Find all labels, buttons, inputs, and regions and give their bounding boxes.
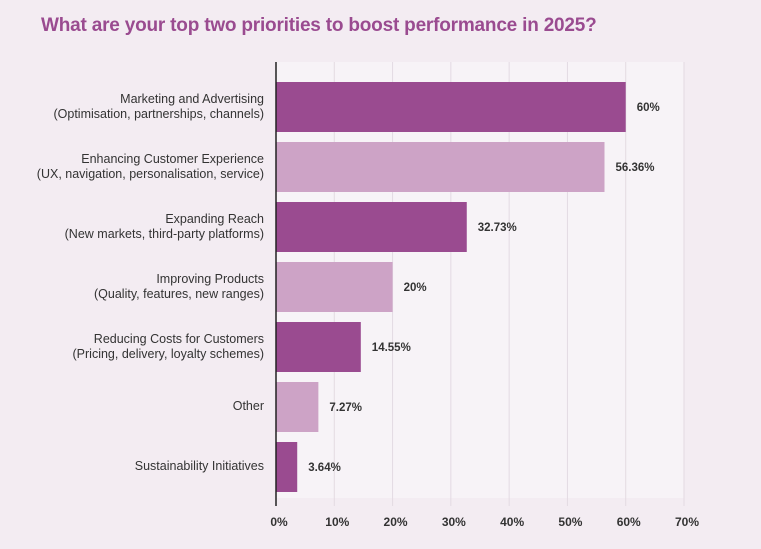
bar	[276, 202, 467, 252]
data-label: 14.55%	[372, 342, 411, 354]
category-label-line1: Expanding Reach	[165, 212, 264, 226]
x-tick-label: 60%	[617, 515, 641, 529]
bar	[276, 82, 626, 132]
data-label: 3.64%	[308, 462, 341, 474]
category-label: Expanding Reach (New markets, third-party…	[4, 212, 264, 242]
category-label-line2: (Pricing, delivery, loyalty schemes)	[72, 347, 265, 361]
bar	[276, 322, 361, 372]
x-tick-label: 10%	[325, 515, 349, 529]
category-label-line1: Improving Products	[156, 272, 264, 286]
category-label-line1: Reducing Costs for Customers	[93, 332, 264, 346]
category-label: Enhancing Customer Experience (UX, naviga…	[4, 152, 264, 182]
data-label: 56.36%	[615, 162, 654, 174]
chart-title: What are your top two priorities to boos…	[41, 15, 597, 36]
x-tick-label: 20%	[384, 515, 408, 529]
category-label: Marketing and Advertising (Optimisation, …	[4, 92, 264, 122]
bar	[276, 142, 605, 192]
category-label-line2: (Optimisation, partnerships, channels)	[53, 107, 264, 121]
x-tick-label: 40%	[500, 515, 524, 529]
category-label-line1: Marketing and Advertising	[120, 92, 264, 106]
category-label: Reducing Costs for Customers (Pricing, de…	[4, 332, 265, 362]
data-label: 20%	[404, 282, 427, 294]
bar	[276, 262, 393, 312]
category-label: Improving Products (Quality, features, ne…	[4, 272, 264, 302]
data-label: 32.73%	[478, 222, 517, 234]
category-label-line1: Enhancing Customer Experience	[81, 152, 264, 166]
x-tick-label: 70%	[675, 515, 699, 529]
category-label-line2: (UX, navigation, personalisation, servic…	[36, 167, 264, 181]
category-label-line2: (New markets, third-party platforms)	[64, 227, 264, 241]
category-label-line1: Sustainability Initiatives	[134, 459, 264, 473]
bar	[276, 442, 298, 492]
data-label: 7.27%	[329, 402, 362, 414]
x-tick-label: 0%	[270, 515, 288, 529]
category-label: Other	[4, 399, 264, 414]
x-tick-label: 30%	[442, 515, 466, 529]
x-tick-label: 50%	[558, 515, 582, 529]
bar	[276, 382, 319, 432]
data-label: 60%	[637, 102, 660, 114]
category-label-line2: (Quality, features, new ranges)	[94, 287, 264, 301]
category-label: Sustainability Initiatives	[4, 459, 264, 474]
category-label-line1: Other	[232, 399, 264, 413]
